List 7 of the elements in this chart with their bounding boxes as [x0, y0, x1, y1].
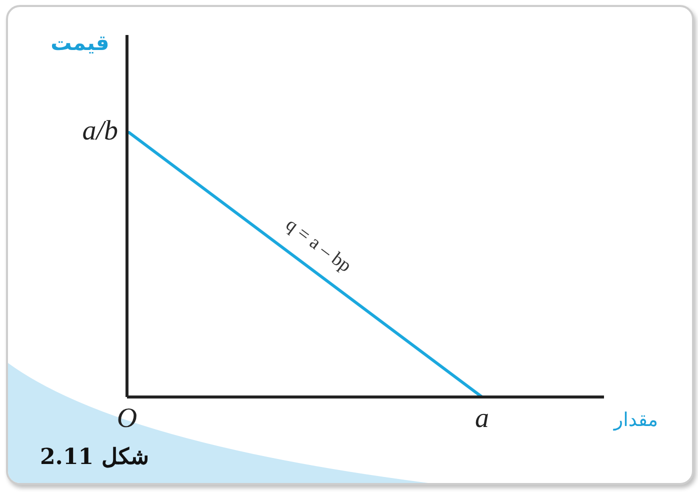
- text: a/b: [82, 116, 118, 146]
- x-axis-title: مقدار: [612, 408, 660, 433]
- text: شکل 2.11: [40, 443, 148, 472]
- x-tick-label: O: [116, 402, 138, 434]
- text: q = a – bp: [282, 214, 356, 277]
- y-axis-title: قیمت: [50, 30, 110, 57]
- x-tick-label: a: [475, 402, 489, 434]
